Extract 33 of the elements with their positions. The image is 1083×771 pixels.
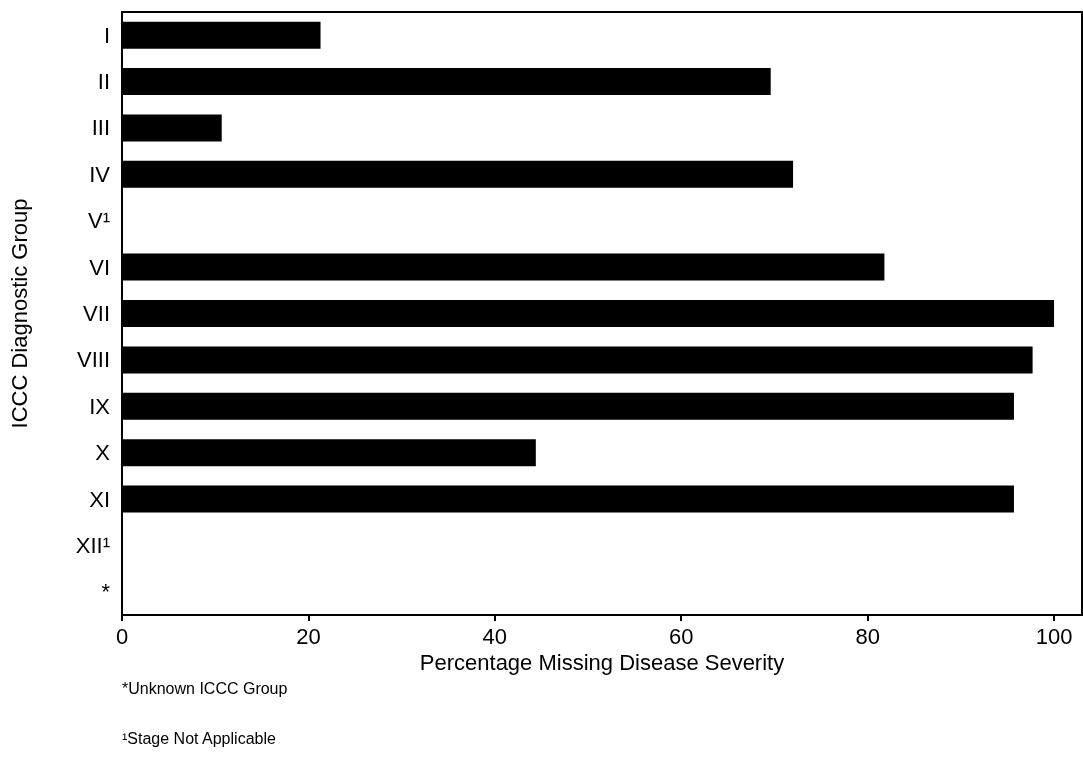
text: *Unknown ICCC Group [122,679,288,697]
y-tick-label: XII¹ [75,532,110,558]
y-axis-title: ICCC Diagnostic Group [6,198,32,429]
bar [122,253,885,281]
bar [122,160,794,188]
bar [122,392,1014,420]
y-tick-label: X [95,440,111,466]
y-tick-label: II [97,69,110,95]
x-tick-label: 0 [115,623,129,649]
bar [122,21,321,49]
bar [122,300,1055,327]
y-tick-label: IV [89,161,111,187]
x-tick-label: 100 [1035,623,1073,649]
x-tick-label: 40 [482,623,508,649]
bar [122,485,1014,513]
x-axis-title: Percentage Missing Disease Severity [419,650,785,676]
bar [122,439,536,467]
bar [122,346,1033,374]
x-tick-label: 80 [855,623,880,649]
y-tick-label: VII [83,301,110,326]
y-tick-label: III [91,115,110,141]
text: ¹Stage Not Applicable [122,729,276,747]
x-tick-label: 20 [296,623,321,649]
y-tick-label: VI [89,254,110,280]
y-tick-label: IX [89,393,111,419]
y-tick-label: XI [89,486,110,512]
y-tick-label: VIII [76,347,110,373]
y-tick-label: V¹ [88,208,110,234]
bar [122,114,222,142]
y-tick-label: I [103,22,110,48]
y-tick-label: * [101,579,111,605]
bar [122,68,771,96]
x-tick-label: 60 [668,623,694,649]
